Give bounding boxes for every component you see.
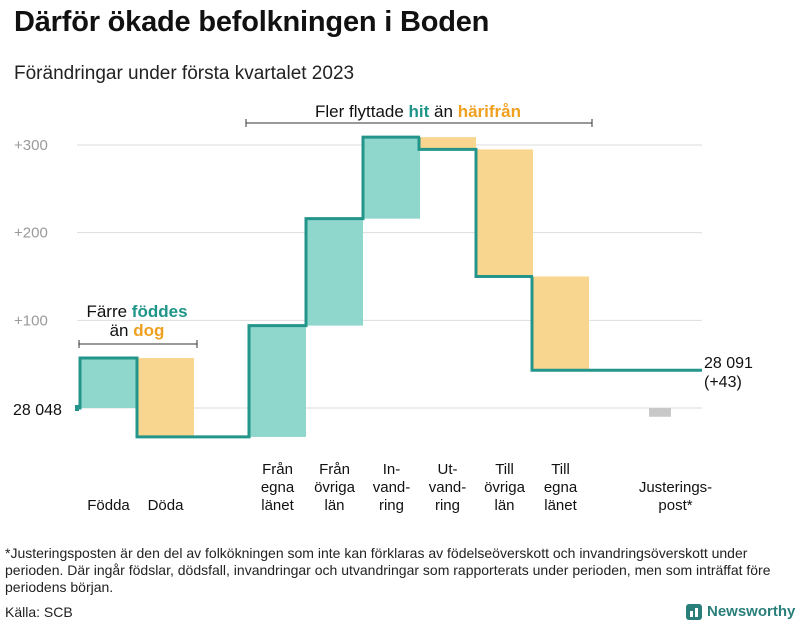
category-label: In-vand-ring [373,461,411,514]
newsworthy-logo: Newsworthy [686,603,795,620]
fewer-born-annotation-line1: Färre föddes [86,302,187,321]
footnote: *Justeringsposten är den del av folkökni… [5,545,771,595]
bar-döda [137,358,194,437]
chart-title: Därför ökade befolkningen i Boden [14,6,490,38]
bar-från-övriga-län [306,218,363,326]
category-label: Ut-vand-ring [429,461,467,514]
more-moved-bracket [245,119,593,127]
fewer-born-em: föddes [132,302,188,321]
end-value-label-line1: 28 091 [704,355,753,372]
brand-name: Newsworthy [707,603,796,620]
chart-subtitle: Förändringar under första kvartalet 2023 [14,63,355,84]
more-moved-middle: än [429,102,457,121]
source-label: Källa: SCB [5,604,73,620]
waterfall-chart: +100 +200 +300 Födda Döda Från egna länet Från ö… [13,102,753,514]
than-died-em: dog [133,321,164,340]
labels-layer: Födda Döda Från egna länet Från övriga län In-va… [87,461,712,514]
category-label: Till egna länet [544,461,578,514]
more-moved-prefix: Fler flyttade [315,102,409,121]
bar-födda [80,358,137,408]
line-layer [75,135,702,439]
end-value-label-line2: (+43) [704,374,742,391]
fewer-born-prefix: Färre [86,302,131,321]
start-value-label: 28 048 [13,402,62,419]
bar-till-egna-länet [532,276,589,371]
more-moved-hit: hit [409,102,430,121]
cumulative-step-line [77,135,702,439]
bar-invandring [363,137,420,219]
start-marker [75,405,79,411]
bar-från-egna-länet [249,325,306,437]
y-tick-label: +100 [14,312,48,329]
fewer-born-annotation-line2: än dog [110,321,165,340]
category-label: Döda [148,497,185,514]
bar-utvandring [419,137,476,150]
fewer-born-bracket [78,340,198,348]
category-label: Födda [87,497,130,514]
bar-till-övriga-län [476,149,533,277]
more-moved-harifran: härifrån [458,102,521,121]
y-tick-label: +200 [14,225,48,242]
more-moved-annotation: Fler flyttade hit än härifrån [315,102,521,121]
category-label: Justerings-post* [639,479,712,514]
than-died-prefix: än [110,321,134,340]
y-tick-label: +300 [14,137,48,154]
bar-justeringspost- [649,408,671,417]
bars-layer [80,137,671,437]
category-label: Från egna länet [261,461,295,514]
category-label: Till övriga län [484,461,526,514]
category-label: Från övriga län [314,461,356,514]
bar-chart-icon [686,603,702,620]
